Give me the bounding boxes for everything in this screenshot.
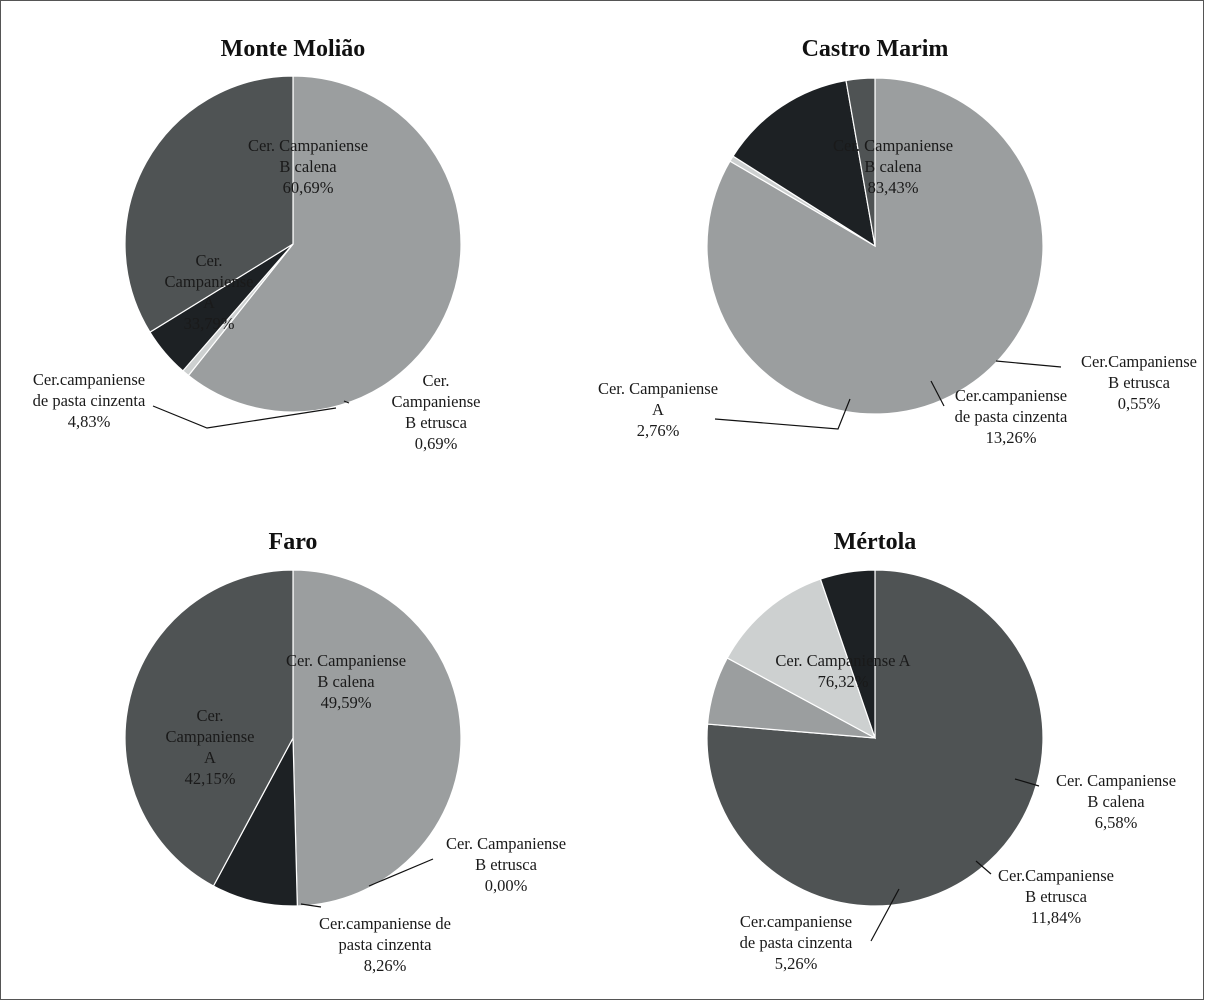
chart-title: Monte Molião bbox=[221, 36, 366, 62]
slice-label-line: B calena bbox=[1087, 792, 1145, 811]
leader-line-etrusca bbox=[975, 860, 992, 875]
slice-label-line: B calena bbox=[317, 672, 375, 691]
slice-label-line: Cer. Campaniense bbox=[1056, 771, 1176, 790]
slice-label-line: 83,43% bbox=[868, 178, 919, 197]
leader-line-cinzenta bbox=[300, 903, 322, 908]
slice-label-line: B etrusca bbox=[405, 413, 468, 432]
slice-label-calena: Cer. Campaniense B calena 6,58% bbox=[1056, 771, 1176, 832]
slice-label-calena: Cer. Campaniense B calena 60,69% bbox=[248, 136, 368, 197]
pie-slice-calena bbox=[292, 569, 462, 907]
slice-label-line: Cer.campaniense bbox=[740, 912, 852, 931]
slice-label-line: 4,83% bbox=[68, 412, 111, 431]
pie-slice-cinzenta bbox=[732, 79, 876, 248]
slice-label-etrusca: Cer. Campaniense B etrusca 0,00% bbox=[446, 834, 566, 895]
slice-label-etrusca: Cer. Campaniense B etrusca 0,69% bbox=[392, 371, 481, 453]
slice-label-line: 8,26% bbox=[364, 956, 407, 975]
slice-label-line: Cer.campaniense bbox=[33, 370, 145, 389]
slice-label-line: B etrusca bbox=[1108, 373, 1171, 392]
slice-label-campanA: Cer. Campaniense A 33,79% bbox=[165, 251, 254, 333]
pie-chart-1: Monte Molião Cer. Campaniense B calena 60,6… bbox=[33, 36, 481, 453]
slice-label-line: Campaniense bbox=[165, 272, 254, 291]
slice-label-line: 11,84% bbox=[1031, 908, 1082, 927]
pie-slice-campanA bbox=[845, 77, 876, 247]
slice-label-line: Cer.campaniense de bbox=[319, 914, 451, 933]
pie-slice-etrusca bbox=[726, 578, 877, 740]
chart-title: Mértola bbox=[834, 529, 917, 555]
slice-label-line: Cer. Campaniense bbox=[446, 834, 566, 853]
leader-line-cinzenta bbox=[930, 380, 945, 407]
slice-label-cinzenta: Cer.campaniense de pasta cinzenta 13,26% bbox=[955, 386, 1068, 447]
slice-label-line: 0,00% bbox=[485, 876, 528, 895]
slice-label-line: Cer. bbox=[422, 371, 449, 390]
slice-label-line: A bbox=[652, 400, 664, 419]
chart-title: Faro bbox=[269, 529, 318, 555]
slice-label-campanA: Cer. Campaniense A 76,32% bbox=[775, 651, 910, 691]
pie-slice-cinzenta bbox=[819, 569, 876, 739]
slice-label-line: 60,69% bbox=[283, 178, 334, 197]
slice-label-line: A bbox=[204, 748, 216, 767]
slice-label-line: Campaniense bbox=[392, 392, 481, 411]
slice-label-line: Cer. Campaniense bbox=[286, 651, 406, 670]
slice-label-calena: Cer. Campaniense B calena 83,43% bbox=[833, 136, 953, 197]
slice-label-campanA: Cer. Campaniense A 42,15% bbox=[166, 706, 255, 788]
leader-line-calena bbox=[1014, 778, 1040, 787]
leader-line-etrusca bbox=[343, 400, 350, 404]
slice-label-line: de pasta cinzenta bbox=[955, 407, 1068, 426]
slice-label-line: B etrusca bbox=[1025, 887, 1088, 906]
slice-label-line: B calena bbox=[864, 157, 922, 176]
slice-label-line: Cer.Campaniense bbox=[1081, 352, 1197, 371]
slice-label-line: B etrusca bbox=[475, 855, 538, 874]
slice-label-line: Campaniense bbox=[166, 727, 255, 746]
slice-label-cinzenta: Cer.campaniense de pasta cinzenta 8,26% bbox=[319, 914, 451, 975]
slice-label-line: B calena bbox=[279, 157, 337, 176]
slice-label-line: 33,79% bbox=[184, 314, 235, 333]
slice-label-line: 6,58% bbox=[1095, 813, 1138, 832]
slice-label-line: Cer. bbox=[196, 706, 223, 725]
slice-label-line: A bbox=[203, 293, 215, 312]
slice-label-line: Cer. Campaniense bbox=[598, 379, 718, 398]
leader-line-etrusca bbox=[995, 360, 1062, 368]
leader-line-campanA bbox=[714, 398, 851, 430]
slice-label-line: 42,15% bbox=[185, 769, 236, 788]
slice-label-line: 76,32% bbox=[818, 672, 869, 691]
pie-slice-cinzenta bbox=[212, 735, 298, 907]
slice-label-line: 5,26% bbox=[775, 954, 818, 973]
slice-label-calena: Cer. Campaniense B calena 49,59% bbox=[286, 651, 406, 712]
slice-label-line: Cer. Campaniense bbox=[833, 136, 953, 155]
pie-slice-campanA bbox=[124, 75, 294, 333]
slice-label-line: 2,76% bbox=[637, 421, 680, 440]
slice-label-line: 13,26% bbox=[986, 428, 1037, 447]
slice-label-etrusca: Cer.Campaniense B etrusca 0,55% bbox=[1081, 352, 1197, 413]
pie-chart-2: Castro Marim Cer. Campaniense B calena 83,4… bbox=[598, 36, 1197, 447]
slice-label-line: Cer.campaniense bbox=[955, 386, 1067, 405]
slice-label-line: Cer. Campaniense A bbox=[775, 651, 910, 670]
slice-label-cinzenta: Cer.campaniense de pasta cinzenta 5,26% bbox=[740, 912, 853, 973]
slice-label-line: 0,69% bbox=[415, 434, 458, 453]
slice-label-line: de pasta cinzenta bbox=[33, 391, 146, 410]
slice-label-line: 0,55% bbox=[1118, 394, 1161, 413]
leader-line-etrusca bbox=[368, 858, 434, 887]
leader-line-cinzenta bbox=[152, 405, 337, 429]
slice-label-cinzenta: Cer.campaniense de pasta cinzenta 4,83% bbox=[33, 370, 146, 431]
leader-line-cinzenta bbox=[870, 888, 900, 942]
slice-label-campanA: Cer. Campaniense A 2,76% bbox=[598, 379, 718, 440]
slice-label-etrusca: Cer.Campaniense B etrusca 11,84% bbox=[998, 866, 1114, 927]
slice-label-line: Cer. bbox=[195, 251, 222, 270]
pie-slice-calena bbox=[187, 75, 462, 413]
slice-label-line: Cer. Campaniense bbox=[248, 136, 368, 155]
chart-title: Castro Marim bbox=[802, 36, 949, 62]
pie-slice-campanA bbox=[706, 569, 1044, 907]
slice-label-line: de pasta cinzenta bbox=[740, 933, 853, 952]
slice-label-line: pasta cinzenta bbox=[339, 935, 433, 954]
slice-label-line: 49,59% bbox=[321, 693, 372, 712]
slice-label-line: Cer.Campaniense bbox=[998, 866, 1114, 885]
pie-slice-campanA bbox=[124, 569, 294, 887]
